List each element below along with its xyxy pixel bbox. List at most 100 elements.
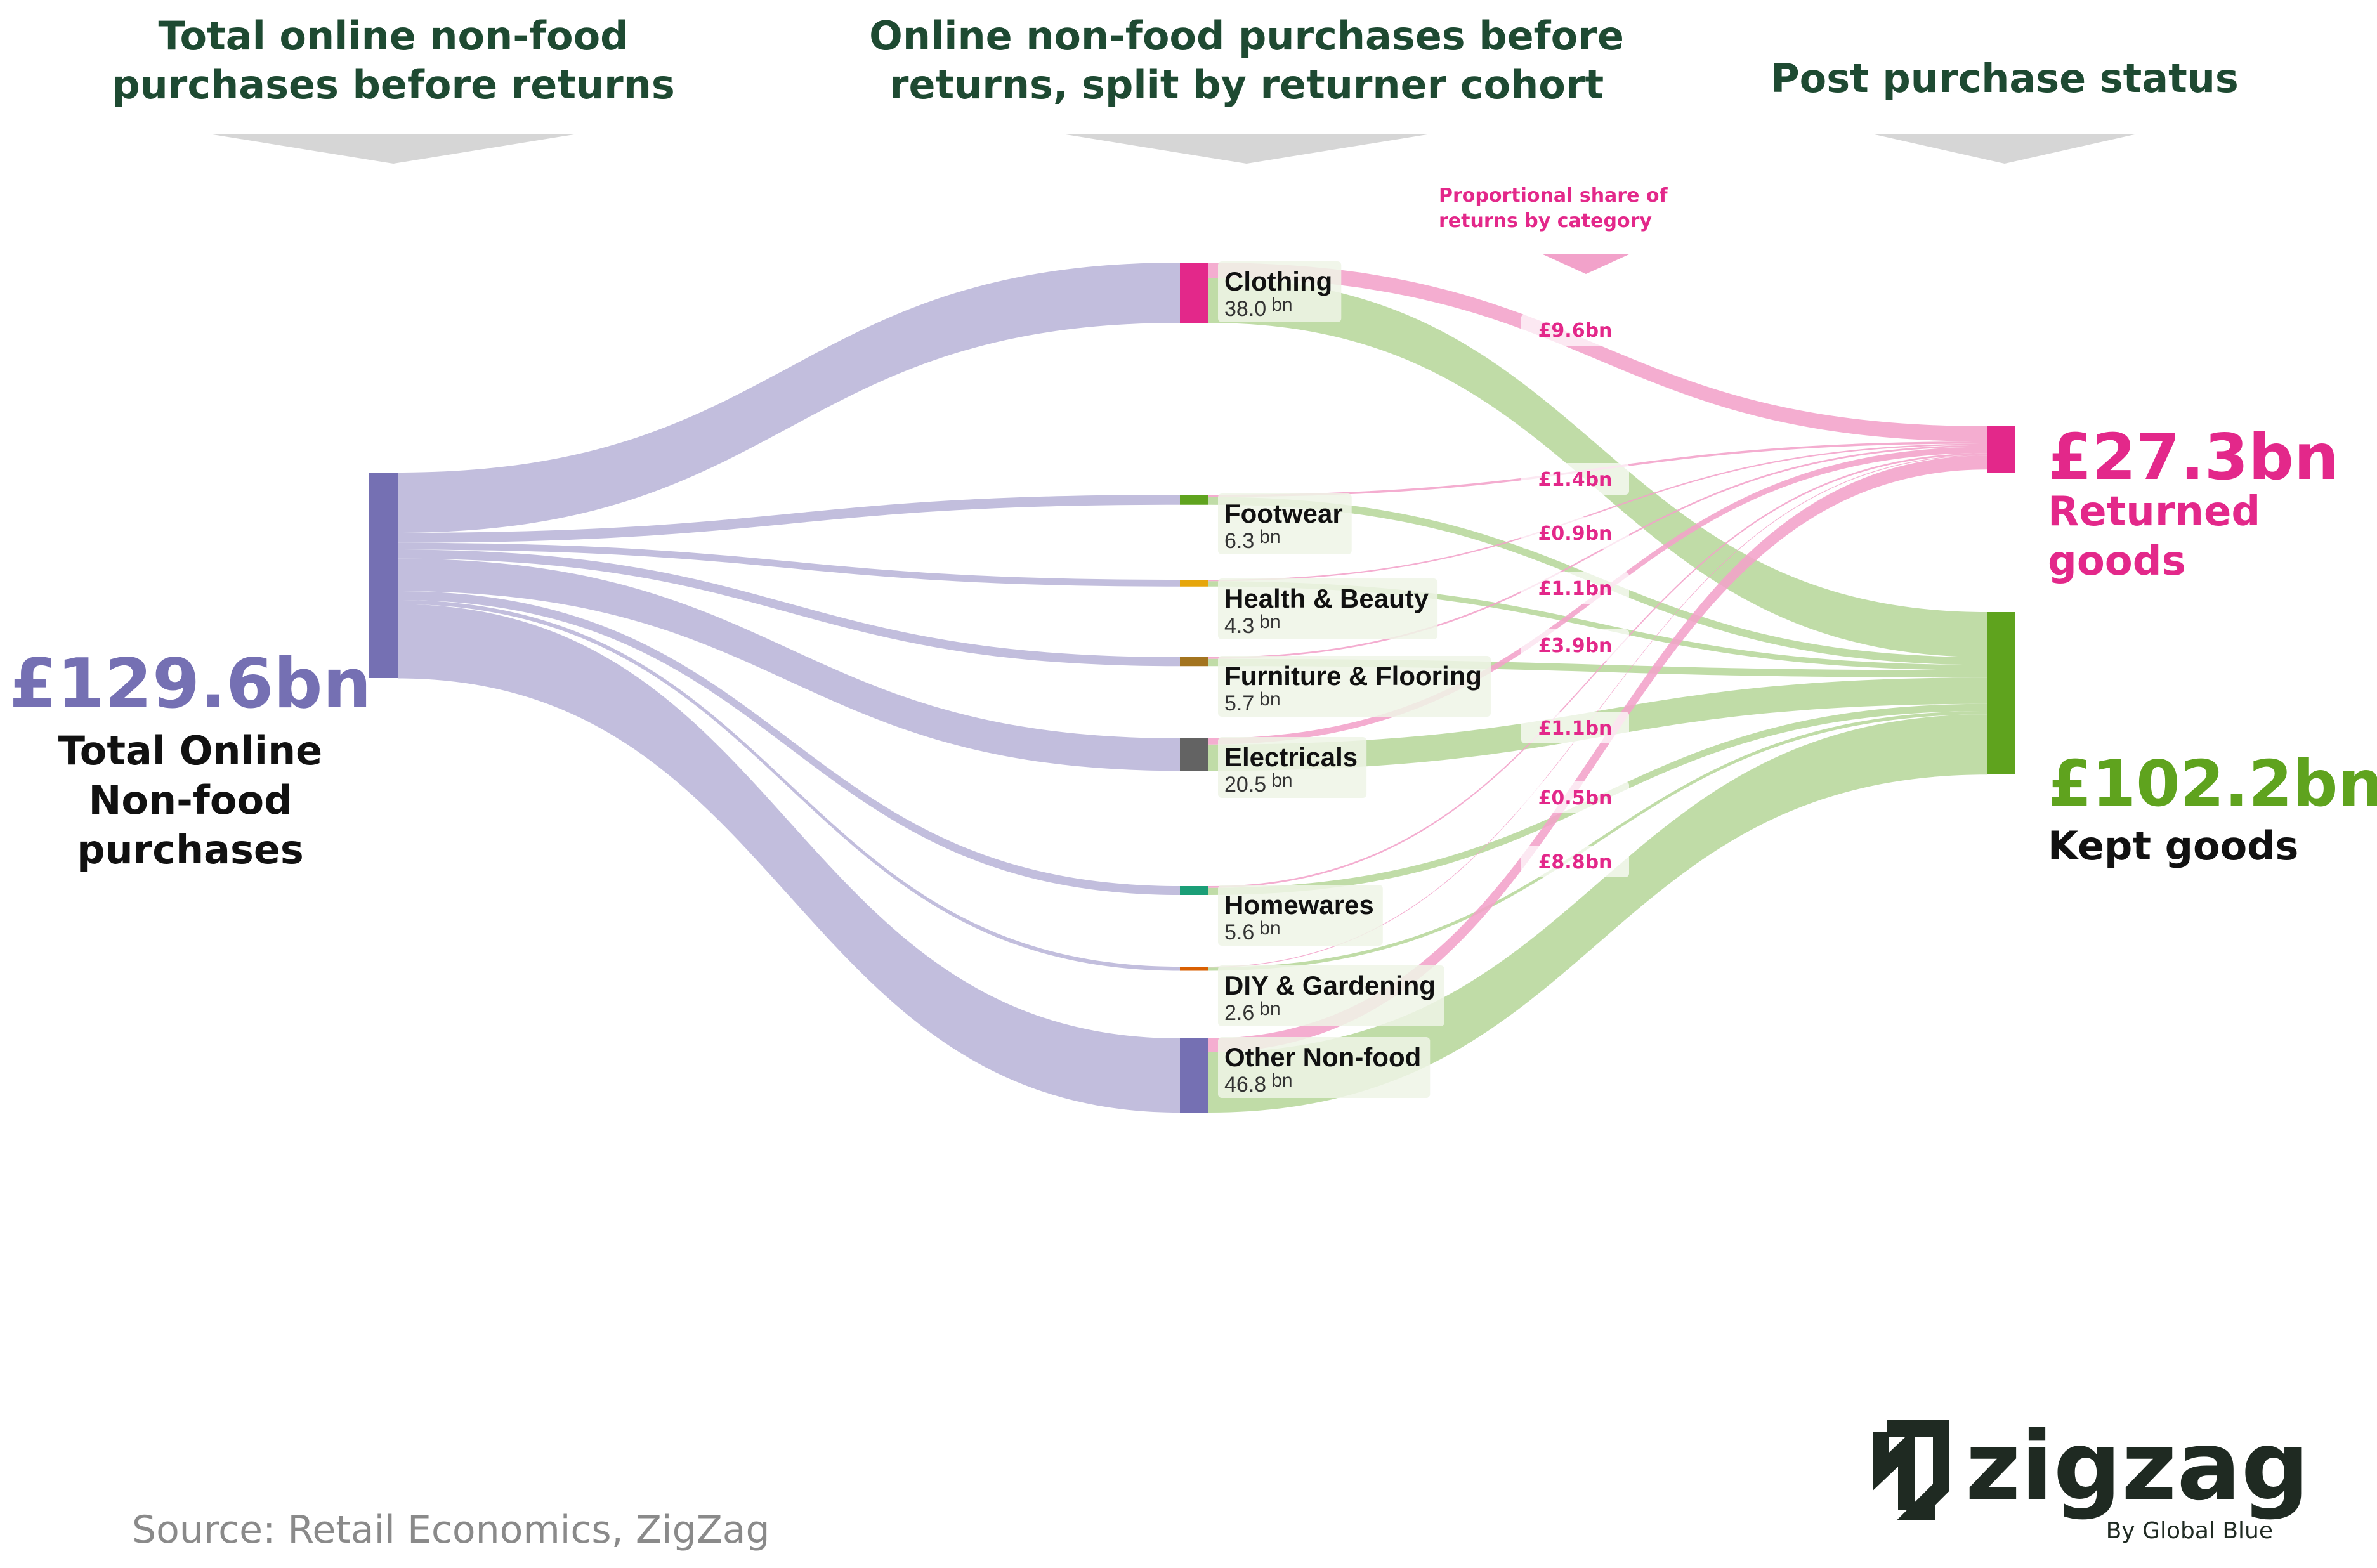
flow-total-to-homewares — [398, 591, 1180, 895]
category-value: 6.3 bn — [1224, 526, 1281, 553]
flow-homewares-to-returned — [1208, 453, 1987, 888]
node-electricals — [1180, 738, 1208, 771]
left-total-line1: Total Online — [58, 728, 323, 774]
flow-other-non-food-to-kept — [1208, 714, 1987, 1113]
column-headers: Total online non-food purchases before r… — [112, 13, 2239, 108]
node-other-non-food — [1180, 1038, 1208, 1113]
category-value: 20.5 bn — [1224, 770, 1293, 797]
flow-total-to-footwear — [398, 495, 1180, 543]
category-value-unit: bn — [1259, 611, 1280, 632]
node-footwear — [1180, 495, 1208, 505]
returned-label-other-non-food: £8.8bn — [1521, 846, 1629, 877]
category-name: Health & Beauty — [1224, 584, 1429, 613]
flow-health-and-beauty-to-kept — [1208, 581, 1987, 670]
category-value-number: 6.3 — [1224, 529, 1254, 553]
category-value: 4.3 bn — [1224, 611, 1281, 638]
node-homewares — [1180, 886, 1208, 895]
nodes — [369, 263, 2015, 1113]
category-value-number: 20.5 — [1224, 773, 1266, 797]
node-returned — [1987, 426, 2015, 473]
flow-total-to-furniture-and-flooring — [398, 549, 1180, 667]
category-value-unit: bn — [1271, 294, 1292, 315]
category-name: DIY & Gardening — [1224, 970, 1436, 1000]
returned-value-labels: £9.6bn £1.4bn £0.9bn £1.1bn £3.9bn £1.1bn £0.5… — [1521, 314, 1629, 877]
returned-value-label: £9.6bn — [1538, 320, 1613, 342]
category-label-box — [1218, 261, 1342, 322]
returned-label-box — [1521, 781, 1629, 813]
flow-furniture-and-flooring-to-returned — [1208, 445, 1987, 659]
header-col3-pointer — [1875, 134, 2135, 164]
category-value-number: 46.8 — [1224, 1073, 1266, 1097]
node-diy-and-gardening — [1180, 967, 1208, 971]
returned-label: £27.3bn Returned goods — [2048, 420, 2339, 585]
returned-value-label: £1.1bn — [1538, 578, 1613, 600]
header-pointers — [213, 134, 2135, 164]
returned-value: £27.3bn — [2048, 420, 2339, 494]
returned-value-label: £0.5bn — [1538, 787, 1613, 809]
category-value-number: 5.7 — [1224, 691, 1254, 715]
category-value-number: 38.0 — [1224, 297, 1266, 321]
category-label-box — [1218, 737, 1367, 798]
returned-line1: Returned — [2048, 488, 2260, 535]
returned-label-box — [1521, 314, 1629, 346]
header-col2-line1: Online non-food purchases before — [869, 13, 1624, 59]
category-name: Electricals — [1224, 742, 1358, 772]
category-value-unit: bn — [1259, 998, 1280, 1019]
left-total-line2: Non-food — [89, 777, 292, 823]
category-value-number: 5.6 — [1224, 920, 1254, 944]
returned-label-box — [1521, 572, 1629, 604]
left-total-label: £129.6bn Total Online Non-food purchases — [10, 644, 372, 873]
logo-name: zigzag — [1965, 1411, 2309, 1522]
node-furniture-and-flooring — [1180, 657, 1208, 667]
source-note: Source: Retail Economics, ZigZag — [132, 1508, 770, 1552]
category-value-unit: bn — [1259, 526, 1280, 547]
header-col2-line2: returns, split by returner cohort — [889, 62, 1604, 108]
flow-total-to-clothing — [398, 263, 1180, 533]
category-name: Clothing — [1224, 266, 1332, 296]
header-col2-pointer — [1066, 134, 1427, 164]
category-name: Homewares — [1224, 890, 1374, 920]
node-kept — [1987, 612, 2015, 774]
left-total-line3: purchases — [77, 826, 304, 873]
category-name: Furniture & Flooring — [1224, 661, 1482, 691]
flow-total-to-diy-and-gardening — [398, 600, 1180, 971]
node-health-and-beauty — [1180, 580, 1208, 587]
flows-left — [398, 263, 1180, 1113]
annotation-line2: returns by category — [1439, 210, 1652, 232]
category-name: Other Non-food — [1224, 1042, 1421, 1072]
returned-label-box — [1521, 629, 1629, 661]
returned-value-label: £3.9bn — [1538, 635, 1613, 657]
returned-label-box — [1521, 846, 1629, 877]
returned-label-furniture-and-flooring: £1.1bn — [1521, 572, 1629, 604]
returned-label-box — [1521, 712, 1629, 743]
returned-label-electricals: £3.9bn — [1521, 629, 1629, 661]
category-value-number: 2.6 — [1224, 1001, 1254, 1025]
returned-value-label: £1.1bn — [1538, 717, 1613, 740]
flow-total-to-electricals — [398, 558, 1180, 771]
category-value: 5.6 bn — [1224, 918, 1281, 944]
category-label-box — [1218, 965, 1444, 1026]
annotation-pointer — [1542, 254, 1630, 274]
kept-line1: Kept goods — [2048, 823, 2298, 869]
category-name: Footwear — [1224, 499, 1343, 528]
returned-label-homewares: £1.1bn — [1521, 712, 1629, 743]
returned-label-diy-and-gardening: £0.5bn — [1521, 781, 1629, 813]
returned-line2: goods — [2048, 538, 2186, 585]
returned-label-clothing: £9.6bn — [1521, 314, 1629, 346]
category-label-box — [1218, 493, 1352, 554]
returned-label-box — [1521, 517, 1629, 549]
annotation-line1: Proportional share of — [1439, 185, 1668, 207]
returned-label-box — [1521, 463, 1629, 495]
returned-value-label: £0.9bn — [1538, 523, 1613, 545]
category-label-box — [1218, 656, 1491, 717]
left-total-value: £129.6bn — [10, 644, 372, 724]
header-col3: Post purchase status — [1771, 55, 2239, 101]
category-value-unit: bn — [1259, 918, 1280, 939]
